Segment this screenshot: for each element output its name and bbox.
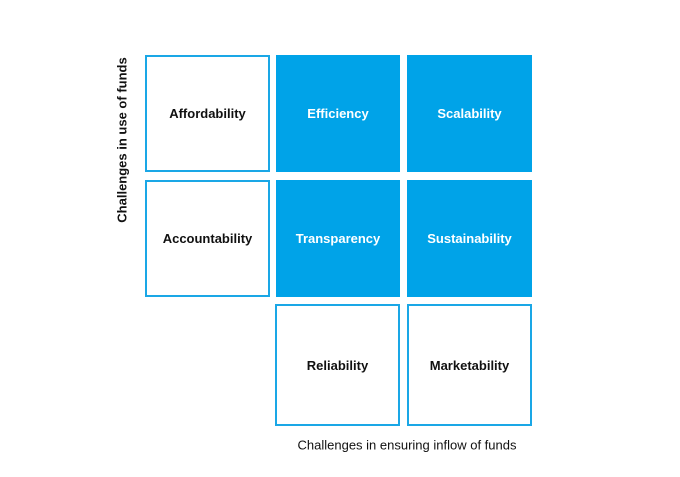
x-axis-label: Challenges in ensuring inflow of funds [297, 437, 517, 453]
cell: Efficiency [276, 55, 400, 172]
y-axis-label: Challenges in use of funds [114, 57, 130, 223]
cell: Affordability [145, 55, 270, 172]
cell: Accountability [145, 180, 270, 297]
cell: Scalability [407, 55, 532, 172]
cell: Marketability [407, 304, 532, 426]
cell: Sustainability [407, 180, 532, 297]
cell: Transparency [276, 180, 400, 297]
cell: Reliability [275, 304, 400, 426]
